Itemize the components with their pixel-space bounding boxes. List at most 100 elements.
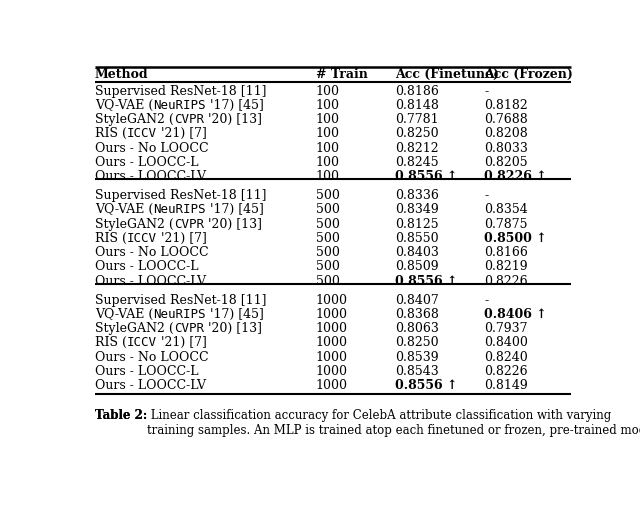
Text: Ours - LOOCC-L: Ours - LOOCC-L <box>95 261 198 273</box>
Text: CVPR: CVPR <box>173 113 204 126</box>
Text: StyleGAN2 (: StyleGAN2 ( <box>95 113 173 126</box>
Text: 0.8539: 0.8539 <box>395 351 438 364</box>
Text: '17) [45]: '17) [45] <box>205 308 264 321</box>
Text: '21) [7]: '21) [7] <box>157 337 207 350</box>
Text: 0.8166: 0.8166 <box>484 246 528 259</box>
Text: 0.8063: 0.8063 <box>395 322 439 335</box>
Text: '17) [45]: '17) [45] <box>205 204 264 216</box>
Text: 500: 500 <box>316 274 339 288</box>
Text: RIS (: RIS ( <box>95 127 127 140</box>
Text: 1000: 1000 <box>316 351 348 364</box>
Text: 1000: 1000 <box>316 308 348 321</box>
Text: Supervised ResNet-18 [11]: Supervised ResNet-18 [11] <box>95 293 266 307</box>
Text: -: - <box>484 189 488 202</box>
Text: 0.7937: 0.7937 <box>484 322 528 335</box>
Text: 0.8406 ↑: 0.8406 ↑ <box>484 308 547 321</box>
Text: Ours - LOOCC-LV: Ours - LOOCC-LV <box>95 170 206 183</box>
Text: Table 2:: Table 2: <box>95 409 147 421</box>
Text: 0.8349: 0.8349 <box>395 204 438 216</box>
Text: 0.8556 ↑: 0.8556 ↑ <box>395 170 458 183</box>
Text: RIS (: RIS ( <box>95 232 127 245</box>
Text: ICCV: ICCV <box>127 127 157 140</box>
Text: 0.8509: 0.8509 <box>395 261 438 273</box>
Text: 0.8208: 0.8208 <box>484 127 528 140</box>
Text: 500: 500 <box>316 204 339 216</box>
Text: 0.8543: 0.8543 <box>395 365 438 378</box>
Text: Linear classification accuracy for CelebA attribute classification with varying
: Linear classification accuracy for Celeb… <box>147 409 640 436</box>
Text: Ours - No LOOCC: Ours - No LOOCC <box>95 142 209 155</box>
Text: '21) [7]: '21) [7] <box>157 127 207 140</box>
Text: 0.8149: 0.8149 <box>484 379 528 392</box>
Text: NeuRIPS: NeuRIPS <box>153 99 205 112</box>
Text: Ours - No LOOCC: Ours - No LOOCC <box>95 246 209 259</box>
Text: 0.8226 ↑: 0.8226 ↑ <box>484 170 547 183</box>
Text: 0.8205: 0.8205 <box>484 156 528 169</box>
Text: 0.8245: 0.8245 <box>395 156 438 169</box>
Text: Method: Method <box>95 68 148 81</box>
Text: 0.8182: 0.8182 <box>484 99 528 112</box>
Text: CVPR: CVPR <box>173 322 204 335</box>
Text: '21) [7]: '21) [7] <box>157 232 207 245</box>
Text: 0.7781: 0.7781 <box>395 113 438 126</box>
Text: Acc (Finetune): Acc (Finetune) <box>395 68 499 81</box>
Text: VQ-VAE (: VQ-VAE ( <box>95 308 153 321</box>
Text: 0.8148: 0.8148 <box>395 99 439 112</box>
Text: 100: 100 <box>316 156 340 169</box>
Text: # Train: # Train <box>316 68 367 81</box>
Text: RIS (: RIS ( <box>95 337 127 350</box>
Text: 0.8250: 0.8250 <box>395 337 438 350</box>
Text: ICCV: ICCV <box>127 232 157 245</box>
Text: 500: 500 <box>316 218 339 231</box>
Text: 0.7688: 0.7688 <box>484 113 528 126</box>
Text: '20) [13]: '20) [13] <box>204 322 262 335</box>
Text: 0.8354: 0.8354 <box>484 204 528 216</box>
Text: CVPR: CVPR <box>173 218 204 231</box>
Text: 500: 500 <box>316 246 339 259</box>
Text: VQ-VAE (: VQ-VAE ( <box>95 99 153 112</box>
Text: 0.8403: 0.8403 <box>395 246 439 259</box>
Text: 0.8407: 0.8407 <box>395 293 438 307</box>
Text: -: - <box>484 85 488 98</box>
Text: 100: 100 <box>316 170 340 183</box>
Text: '17) [45]: '17) [45] <box>205 99 264 112</box>
Text: Supervised ResNet-18 [11]: Supervised ResNet-18 [11] <box>95 85 266 98</box>
Text: Acc (Frozen): Acc (Frozen) <box>484 68 573 81</box>
Text: Ours - LOOCC-LV: Ours - LOOCC-LV <box>95 379 206 392</box>
Text: Table 2:: Table 2: <box>95 409 147 421</box>
Text: 0.8186: 0.8186 <box>395 85 439 98</box>
Text: 100: 100 <box>316 113 340 126</box>
Text: VQ-VAE (: VQ-VAE ( <box>95 204 153 216</box>
Text: 0.7875: 0.7875 <box>484 218 528 231</box>
Text: 1000: 1000 <box>316 293 348 307</box>
Text: Supervised ResNet-18 [11]: Supervised ResNet-18 [11] <box>95 189 266 202</box>
Text: '20) [13]: '20) [13] <box>204 113 262 126</box>
Text: 100: 100 <box>316 142 340 155</box>
Text: -: - <box>484 293 488 307</box>
Text: 0.8500 ↑: 0.8500 ↑ <box>484 232 547 245</box>
Text: Ours - LOOCC-LV: Ours - LOOCC-LV <box>95 274 206 288</box>
Text: 0.8219: 0.8219 <box>484 261 528 273</box>
Text: 1000: 1000 <box>316 337 348 350</box>
Text: 100: 100 <box>316 85 340 98</box>
Text: 0.8400: 0.8400 <box>484 337 528 350</box>
Text: 0.8240: 0.8240 <box>484 351 528 364</box>
Text: 100: 100 <box>316 127 340 140</box>
Text: 1000: 1000 <box>316 322 348 335</box>
Text: 500: 500 <box>316 261 339 273</box>
Text: 0.8336: 0.8336 <box>395 189 439 202</box>
Text: 0.8368: 0.8368 <box>395 308 439 321</box>
Text: NeuRIPS: NeuRIPS <box>153 204 205 216</box>
Text: '20) [13]: '20) [13] <box>204 218 262 231</box>
Text: 0.8033: 0.8033 <box>484 142 528 155</box>
Text: ICCV: ICCV <box>127 337 157 350</box>
Text: Ours - LOOCC-L: Ours - LOOCC-L <box>95 365 198 378</box>
Text: 0.8212: 0.8212 <box>395 142 438 155</box>
Text: NeuRIPS: NeuRIPS <box>153 308 205 321</box>
Text: 500: 500 <box>316 189 339 202</box>
Text: Ours - LOOCC-L: Ours - LOOCC-L <box>95 156 198 169</box>
Text: 0.8226: 0.8226 <box>484 365 528 378</box>
Text: 1000: 1000 <box>316 365 348 378</box>
Text: Ours - No LOOCC: Ours - No LOOCC <box>95 351 209 364</box>
Text: StyleGAN2 (: StyleGAN2 ( <box>95 218 173 231</box>
Text: 0.8226: 0.8226 <box>484 274 528 288</box>
